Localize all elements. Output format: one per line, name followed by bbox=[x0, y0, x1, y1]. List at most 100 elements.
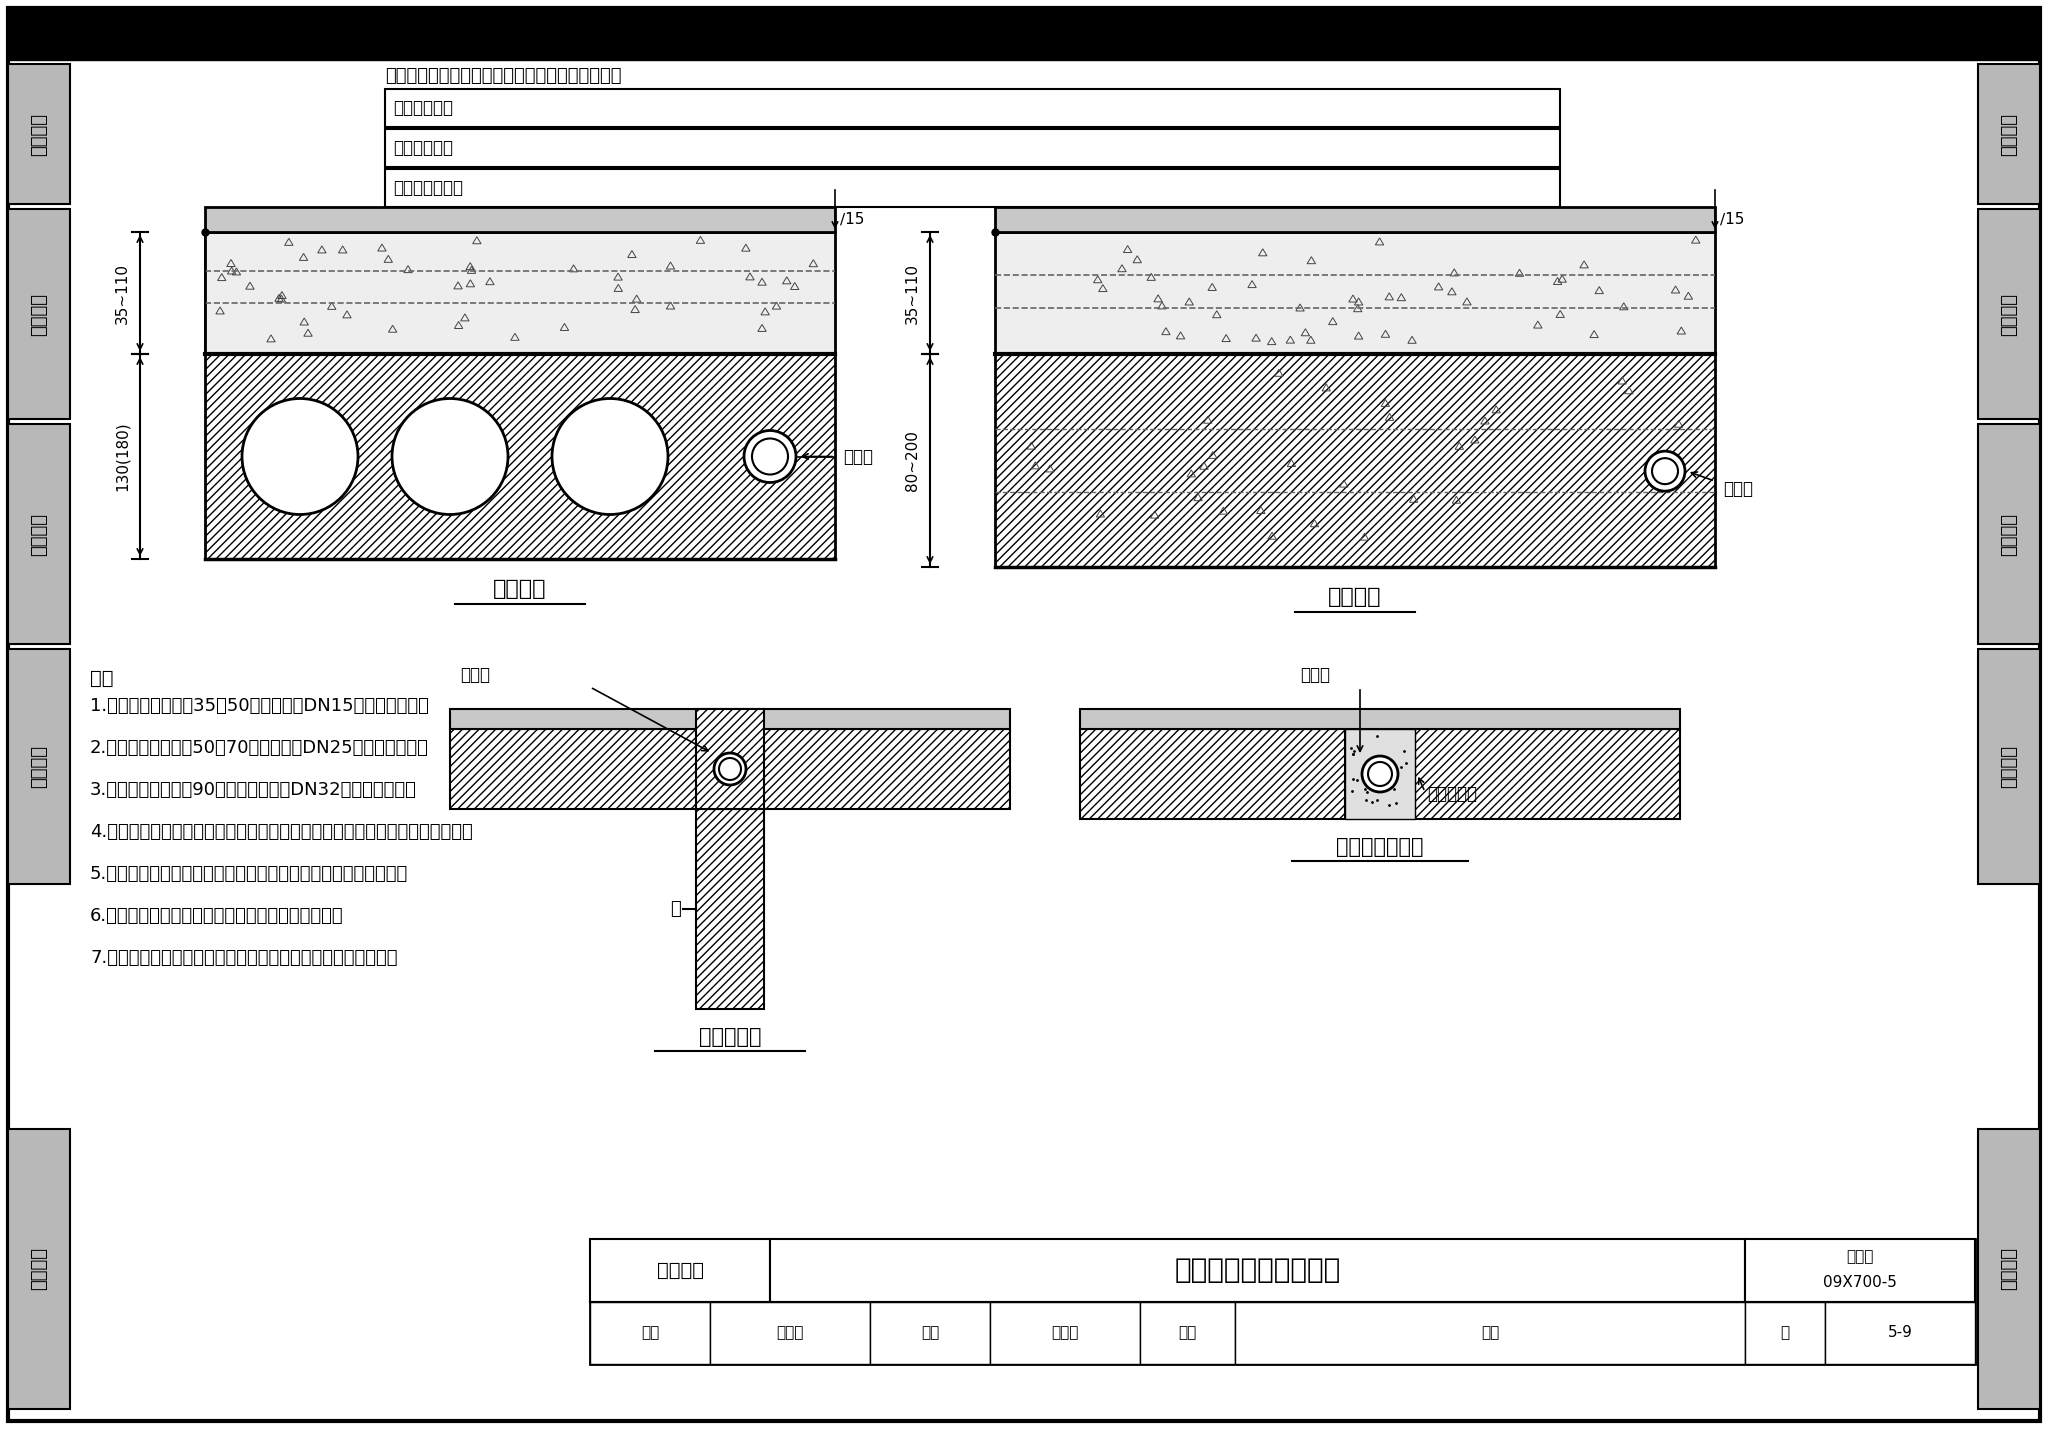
Circle shape bbox=[242, 399, 358, 514]
Text: ∕15: ∕15 bbox=[1720, 211, 1745, 227]
Bar bbox=[1141, 1302, 1235, 1365]
Bar bbox=[590, 1239, 1974, 1365]
Bar bbox=[1978, 424, 2040, 644]
Circle shape bbox=[752, 439, 788, 474]
Bar bbox=[8, 64, 70, 204]
Text: 2.　楼面垫层厚度为50～70时，可敷设DN25及以下保护管。: 2. 楼面垫层厚度为50～70时，可敷设DN25及以下保护管。 bbox=[90, 739, 428, 757]
Text: 沿实心板缝敷设: 沿实心板缝敷设 bbox=[1335, 837, 1423, 857]
Text: 细石混凝土: 细石混凝土 bbox=[1427, 785, 1477, 803]
Text: 防雷接地: 防雷接地 bbox=[31, 1248, 47, 1290]
Text: 130(180): 130(180) bbox=[115, 422, 129, 492]
Circle shape bbox=[1362, 756, 1399, 792]
Bar bbox=[995, 231, 1714, 354]
Text: 设备安装: 设备安装 bbox=[31, 745, 47, 787]
Bar bbox=[1415, 729, 1679, 819]
Text: 页: 页 bbox=[1780, 1325, 1790, 1340]
Bar bbox=[451, 729, 729, 809]
Text: 5-9: 5-9 bbox=[1888, 1325, 1913, 1340]
Text: 机房工程: 机房工程 bbox=[2001, 113, 2017, 156]
Text: 保护管: 保护管 bbox=[461, 666, 489, 684]
Bar bbox=[995, 207, 1714, 231]
Bar bbox=[8, 209, 70, 419]
Text: 朱立形: 朱立形 bbox=[1051, 1325, 1079, 1340]
Text: 3.　楼面垫层厚度为90以上时，可敷设DN32及以下保护管。: 3. 楼面垫层厚度为90以上时，可敷设DN32及以下保护管。 bbox=[90, 782, 418, 799]
Bar bbox=[8, 424, 70, 644]
Circle shape bbox=[715, 753, 745, 785]
Text: 水泥焦渣垫层: 水泥焦渣垫层 bbox=[393, 139, 453, 157]
Text: 钉筋混凝土樈板: 钉筋混凝土樈板 bbox=[393, 179, 463, 197]
Bar bbox=[870, 1302, 989, 1365]
Text: 80~200: 80~200 bbox=[905, 430, 920, 492]
Circle shape bbox=[391, 399, 508, 514]
Bar bbox=[1978, 1129, 2040, 1409]
Bar bbox=[711, 1302, 870, 1365]
Bar bbox=[1745, 1239, 1974, 1302]
Text: 缆线敷设: 缆线敷设 bbox=[2001, 513, 2017, 556]
Bar bbox=[1079, 729, 1346, 819]
Text: 5.　以上管路敷设时只考虑一个交叉，若无交叉管径可相应增大。: 5. 以上管路敷设时只考虑一个交叉，若无交叉管径可相应增大。 bbox=[90, 865, 408, 883]
Text: 35~110: 35~110 bbox=[905, 263, 920, 323]
Text: 设计: 设计 bbox=[1178, 1325, 1196, 1340]
Text: 校对: 校对 bbox=[922, 1325, 940, 1340]
Text: 沿板缝敷设: 沿板缝敷设 bbox=[698, 1027, 762, 1047]
Bar bbox=[770, 1239, 1745, 1302]
Text: 孙兰: 孙兰 bbox=[1481, 1325, 1499, 1340]
Text: 预制樈板: 预制樈板 bbox=[494, 579, 547, 599]
Bar bbox=[1978, 64, 2040, 204]
Text: 防雷接地: 防雷接地 bbox=[2001, 1248, 2017, 1290]
Text: 各类地面（水磨石、油漆、地板、地毯、石材等）: 各类地面（水磨石、油漆、地板、地毯、石材等） bbox=[385, 67, 621, 84]
Circle shape bbox=[1653, 459, 1677, 484]
Bar bbox=[451, 709, 1010, 729]
Text: 设备安装: 设备安装 bbox=[2001, 745, 2017, 787]
Text: 李雪佖: 李雪佖 bbox=[776, 1325, 803, 1340]
Bar bbox=[696, 709, 764, 809]
Text: 供电电源: 供电电源 bbox=[31, 293, 47, 336]
Text: 图集号: 图集号 bbox=[1847, 1249, 1874, 1265]
Bar bbox=[1745, 1302, 1825, 1365]
Bar bbox=[1346, 729, 1415, 819]
Text: 4.　敷设在钉筋混凝土现浇樈板内的保护管的最大外径不宜大于板厚的１／３。: 4. 敷设在钉筋混凝土现浇樈板内的保护管的最大外径不宜大于板厚的１／３。 bbox=[90, 823, 473, 842]
Text: 09X700-5: 09X700-5 bbox=[1823, 1275, 1896, 1290]
Text: ∕15: ∕15 bbox=[840, 211, 864, 227]
Text: 6.　消防控制设备的线路暗敷应满足消防规范要求。: 6. 消防控制设备的线路暗敷应满足消防规范要求。 bbox=[90, 907, 344, 925]
Circle shape bbox=[1368, 762, 1393, 786]
Circle shape bbox=[1645, 452, 1686, 492]
Text: 注：: 注： bbox=[90, 669, 113, 687]
Bar bbox=[385, 169, 1561, 207]
Text: 审核: 审核 bbox=[641, 1325, 659, 1340]
Text: 机房工程: 机房工程 bbox=[31, 113, 47, 156]
Text: 保护管: 保护管 bbox=[844, 447, 872, 466]
Bar bbox=[1235, 1302, 1745, 1365]
Text: 缆线敷设: 缆线敷设 bbox=[657, 1260, 705, 1280]
Bar bbox=[729, 729, 1010, 809]
Bar bbox=[989, 1302, 1141, 1365]
Bar bbox=[1978, 209, 2040, 419]
Bar bbox=[696, 809, 764, 1009]
Bar bbox=[205, 231, 836, 354]
Bar bbox=[590, 1302, 711, 1365]
Text: 现浇樈板: 现浇樈板 bbox=[1329, 587, 1382, 607]
Text: 保护管暗敷设施工要求: 保护管暗敷设施工要求 bbox=[1174, 1256, 1341, 1285]
Circle shape bbox=[719, 757, 741, 780]
Bar bbox=[205, 207, 836, 231]
Text: 缆线敷设: 缆线敷设 bbox=[31, 513, 47, 556]
Text: 保护管: 保护管 bbox=[1722, 480, 1753, 499]
Bar bbox=[1825, 1302, 1974, 1365]
Bar bbox=[385, 129, 1561, 167]
Bar bbox=[1978, 649, 2040, 885]
Text: 保护管: 保护管 bbox=[1300, 666, 1329, 684]
Circle shape bbox=[553, 399, 668, 514]
Bar bbox=[8, 649, 70, 885]
Circle shape bbox=[743, 430, 797, 483]
Bar bbox=[385, 89, 1561, 127]
Bar bbox=[8, 1129, 70, 1409]
Text: 水泥沙浆抚面: 水泥沙浆抚面 bbox=[393, 99, 453, 117]
Bar bbox=[590, 1239, 770, 1302]
Text: 1.　楼面垫层厚度为35～50时，可敷设DN15及以下保护管。: 1. 楼面垫层厚度为35～50时，可敷设DN15及以下保护管。 bbox=[90, 697, 428, 714]
Text: 供电电源: 供电电源 bbox=[2001, 293, 2017, 336]
Text: 墙: 墙 bbox=[670, 900, 682, 917]
Text: 35~110: 35~110 bbox=[115, 263, 129, 323]
Bar bbox=[995, 354, 1714, 567]
Bar bbox=[205, 354, 836, 559]
Bar bbox=[1079, 709, 1679, 729]
